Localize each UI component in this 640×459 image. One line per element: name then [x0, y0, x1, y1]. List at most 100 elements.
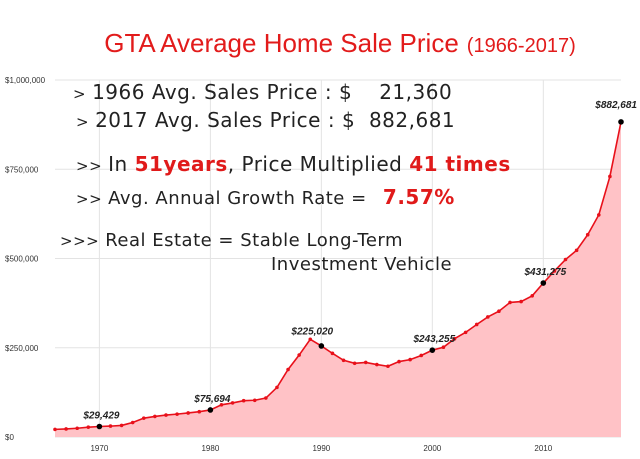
currency-symbol: $	[338, 80, 353, 104]
y-tick-label: $500,000	[5, 255, 39, 264]
data-point	[474, 322, 479, 327]
currency-symbol: $	[341, 108, 356, 132]
annotation-text: Real Estate = Stable Long-Term	[105, 230, 404, 251]
annotation-value: 882,681	[368, 108, 456, 132]
annotation-mid: , Price Multiplied	[227, 152, 403, 176]
data-point	[130, 420, 135, 425]
data-point	[363, 360, 368, 365]
point-label: $882,681	[594, 100, 637, 111]
data-point	[175, 412, 179, 416]
chart-title: GTA Average Home Sale Price (1966-2017)	[40, 28, 640, 59]
x-tick-label: 1980	[201, 444, 219, 453]
y-tick-label: $1,000,000	[5, 76, 46, 85]
data-point	[230, 401, 235, 405]
bullet-marker: >	[76, 113, 90, 131]
annotation-text: Investment Vehicle	[271, 254, 453, 275]
data-point	[441, 345, 446, 350]
data-point	[574, 248, 579, 253]
data-point	[264, 396, 268, 400]
annotation-label: 2017 Avg. Sales Price :	[95, 108, 336, 132]
title-years: (1966-2017)	[466, 35, 576, 57]
data-point	[375, 362, 379, 367]
annotation-growth-rate: >> Avg. Annual Growth Rate = 7.57%	[76, 185, 455, 209]
bullet-marker: >>	[76, 157, 103, 175]
data-point	[108, 424, 113, 428]
bullet-marker: >>	[76, 190, 103, 208]
point-label: $243,255	[412, 334, 455, 345]
times-highlight: 41 times	[409, 152, 511, 176]
data-point	[141, 416, 146, 420]
data-point	[297, 353, 301, 357]
years-highlight: 51years	[134, 152, 228, 176]
point-label: $75,694	[193, 394, 231, 405]
data-point	[308, 337, 313, 342]
highlight-marker	[540, 280, 547, 286]
data-point	[75, 426, 79, 431]
y-tick-label: $0	[5, 433, 14, 442]
point-label: $225,020	[290, 327, 333, 338]
y-tick-label: $250,000	[5, 344, 39, 353]
data-point	[486, 315, 490, 319]
point-label: $29,429	[82, 410, 120, 421]
data-point	[408, 357, 412, 362]
data-point	[219, 402, 224, 407]
bullet-marker: >	[73, 85, 87, 103]
data-point	[530, 294, 535, 298]
annotation-multiplier: >> In 51years, Price Multiplied 41 times	[76, 152, 511, 176]
x-tick-label: 2000	[423, 444, 441, 453]
annotation-investment: Investment Vehicle	[271, 254, 452, 275]
annotation-value: 21,360	[379, 80, 453, 104]
data-point	[463, 330, 468, 335]
highlight-marker	[96, 423, 103, 430]
title-main: GTA Average Home Sale Price	[104, 28, 459, 58]
data-point	[341, 358, 346, 363]
annotation-real-estate: >>> Real Estate = Stable Long-Term	[60, 230, 403, 251]
data-point	[608, 174, 612, 179]
data-point	[497, 309, 501, 313]
area-fill	[55, 121, 621, 438]
data-point	[53, 427, 57, 432]
data-point	[597, 213, 601, 217]
data-point	[241, 398, 246, 403]
x-tick-label: 1970	[90, 444, 108, 453]
data-point	[419, 353, 424, 358]
annotation-label: Avg. Annual Growth Rate =	[108, 188, 367, 209]
highlight-marker	[618, 119, 624, 125]
data-point	[397, 359, 401, 364]
data-point	[563, 257, 568, 262]
y-tick-label: $750,000	[5, 165, 39, 174]
data-point	[508, 300, 512, 305]
data-point	[286, 367, 290, 372]
data-point	[119, 423, 124, 428]
data-point	[452, 336, 457, 341]
data-point	[153, 414, 157, 419]
point-label: $431,275	[523, 267, 566, 278]
annotation-2017-price: >2017 Avg. Sales Price : $882,681	[76, 108, 455, 132]
data-point	[86, 425, 91, 429]
x-tick-label: 1990	[312, 444, 330, 453]
data-point	[552, 269, 557, 273]
annotation-label: 1966 Avg. Sales Price :	[92, 80, 333, 104]
highlight-marker	[318, 343, 325, 349]
data-point	[64, 427, 68, 431]
x-tick-label: 2010	[534, 444, 552, 453]
bullet-marker: >>>	[60, 232, 100, 250]
data-point	[186, 411, 190, 415]
data-point	[252, 398, 257, 403]
data-point	[352, 361, 357, 366]
highlight-marker	[429, 347, 436, 353]
highlight-marker	[207, 407, 214, 413]
annotation-1966-price: >1966 Avg. Sales Price : $21,360	[73, 80, 452, 104]
data-point	[197, 409, 202, 414]
data-point	[386, 364, 390, 369]
data-point	[330, 351, 335, 356]
annotation-pre: In	[108, 152, 128, 176]
data-point	[275, 385, 279, 390]
series-line	[54, 121, 622, 431]
data-point	[585, 232, 590, 237]
rate-highlight: 7.57%	[382, 185, 455, 209]
data-point	[164, 413, 168, 417]
data-point	[519, 299, 523, 304]
